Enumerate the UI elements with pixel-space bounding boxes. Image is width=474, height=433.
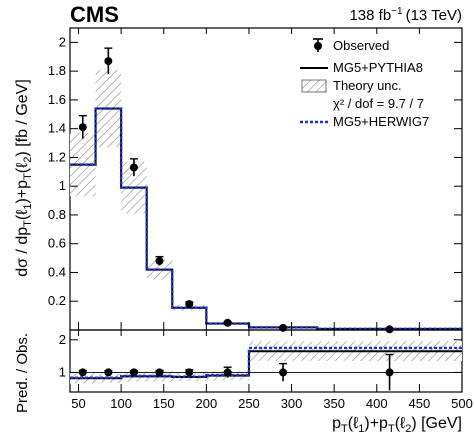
ratio-observed-point [385,368,394,377]
x-tick-label: 200 [195,396,217,411]
x-tick-label: 450 [409,396,431,411]
ratio-observed-point [185,368,194,377]
main-observed-point [279,323,288,332]
x-tick-label: 100 [110,396,132,411]
legend-observed-marker [313,38,323,52]
luminosity-value: 138 fb [349,7,391,24]
main-observed-point [223,318,232,327]
y-axis-title-ratio: Pred. / Obs. [14,333,31,413]
ratio-y-tick-label: 1 [59,364,66,379]
main-y-tick-label: 1.8 [48,63,66,78]
ratio-observed-point [155,368,164,377]
x-tick-label: 150 [153,396,175,411]
main-observed-point [385,325,394,334]
x-axis-title: pT(ℓ1)+pT(ℓ2) [GeV] [332,415,462,433]
ratio-observed-point [104,368,113,377]
luminosity-exponent: −1 [391,6,403,17]
main-pythia-line [70,107,462,330]
legend-theory-swatch [301,79,327,93]
x-tick-label: 50 [71,396,85,411]
main-y-tick-label: 2 [59,34,66,49]
main-y-tick-label: 0.4 [48,264,66,279]
main-y-tick-label: 0.2 [48,293,66,308]
main-y-tick-label: 1.4 [48,121,66,136]
x-tick-label: 400 [366,396,388,411]
luminosity-label: 138 fb−1 (13 TeV) [349,6,462,24]
ratio-y-tick-label: 2 [59,332,66,347]
legend-chi2: χ² / dof = 9.7 / 7 [333,96,424,111]
main-observed-point [78,123,87,132]
legend-pythia-label: MG5+PYTHIA8 [333,60,423,75]
ratio-observed-point [78,368,87,377]
x-tick-label: 350 [323,396,345,411]
energy-value: (13 TeV) [406,7,462,24]
experiment-label: CMS [70,2,119,27]
main-panel: 0.2 0.4 0.6 0.8 1 1.2 1.4 1.6 1.8 2 [48,27,463,334]
main-y-tick-label: 1 [59,178,66,193]
legend-theory-label: Theory unc. [333,78,402,93]
legend: Observed MG5+PYTHIA8 Theory unc. χ² / do… [300,38,429,129]
main-y-tick-label: 0.8 [48,207,66,222]
ratio-observed-point [279,368,288,377]
legend-observed-label: Observed [333,38,389,53]
main-y-tick-label: 1.2 [48,149,66,164]
main-observed-point [129,163,138,172]
main-y-tick-label: 0.6 [48,236,66,251]
main-observed-point [185,300,194,309]
x-tick-label: 250 [238,396,260,411]
x-tick-label: 300 [281,396,303,411]
ratio-observed-point [223,368,232,377]
legend-herwig-label: MG5+HERWIG7 [333,114,429,129]
main-observed-point [104,57,113,66]
x-tick-label: 500 [451,396,473,411]
ratio-herwig-line [70,346,462,379]
y-axis-title-main: dσ / dpT(ℓ1)+pT(ℓ2) [fb / GeV] [14,79,34,277]
main-y-tick-label: 1.6 [48,92,66,107]
main-observed-point [155,256,164,265]
main-herwig-line [70,107,462,331]
ratio-observed-point [129,368,138,377]
